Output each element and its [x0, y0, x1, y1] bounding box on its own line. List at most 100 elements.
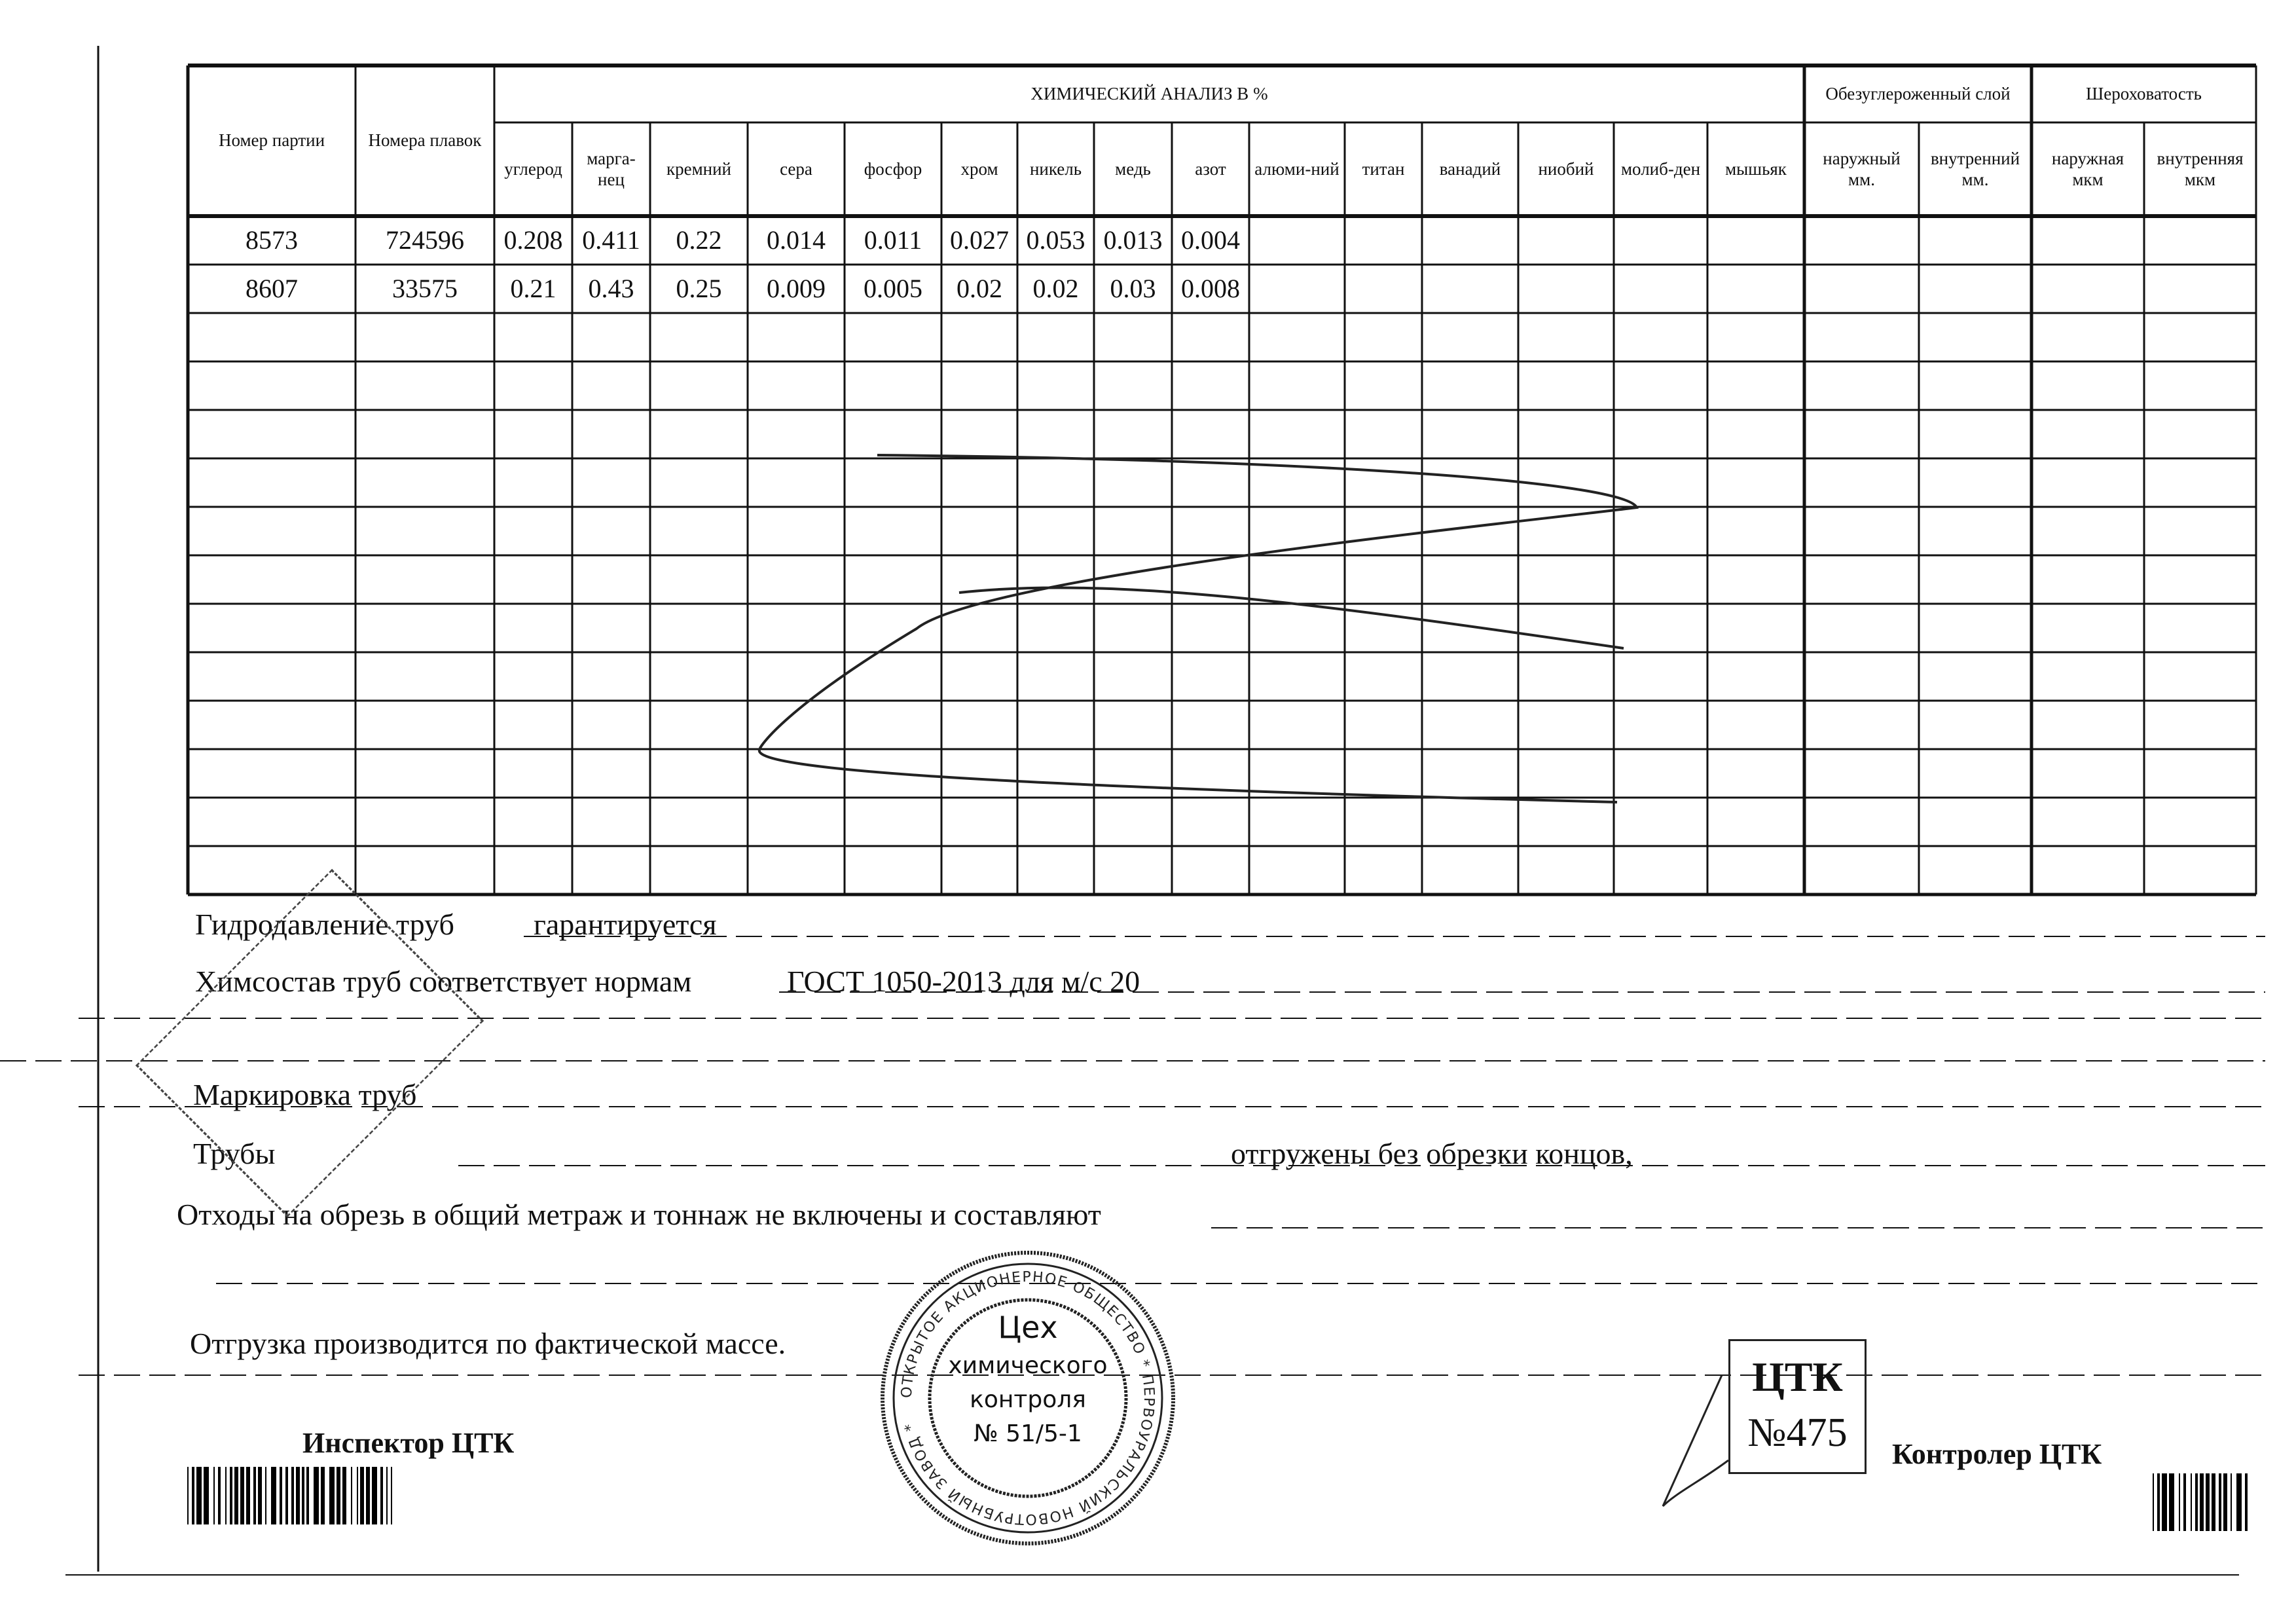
barcode-bar	[234, 1467, 238, 1524]
inspector-signature-label: Инспектор ЦТК	[302, 1427, 515, 1459]
barcode-bar	[2191, 1473, 2192, 1531]
barcode-bar	[192, 1467, 194, 1524]
barcode-bar	[240, 1467, 244, 1524]
header-decarb-subcolumn: внутренний мм.	[1930, 149, 2020, 189]
round-stamp: ОТКРЫТОЕ АКЦИОНЕРНОЕ ОБЩЕСТВО * ПЕРВОУРА…	[877, 1247, 1178, 1549]
cell-element-value: 0.208	[503, 225, 563, 255]
barcode-bar	[258, 1467, 262, 1524]
hydro-value: гарантируется	[534, 908, 717, 941]
barcode-bar	[2183, 1473, 2186, 1531]
barcode-left	[187, 1467, 393, 1524]
barcode-bar	[2195, 1473, 2198, 1531]
header-element: молиб-ден	[1620, 158, 1701, 179]
cell-party-number: 8573	[246, 225, 298, 255]
barcode-bar	[2169, 1473, 2174, 1531]
cell-element-value: 0.005	[864, 274, 922, 303]
round-stamp-line3: контроля	[970, 1386, 1086, 1413]
barcode-bar	[386, 1467, 388, 1524]
cell-element-value: 0.25	[676, 274, 722, 303]
barcode-bar	[204, 1467, 209, 1524]
square-stamp: ЦТК №475	[1728, 1339, 1867, 1474]
cell-element-value: 0.22	[676, 225, 722, 255]
header-element: титан	[1362, 158, 1405, 179]
barcode-bar	[366, 1467, 370, 1524]
barcode-bar	[380, 1467, 383, 1524]
barcode-bar	[2200, 1473, 2204, 1531]
header-element: фосфор	[864, 158, 922, 179]
barcode-bar	[2231, 1473, 2232, 1531]
header-element: ванадий	[1439, 158, 1501, 179]
cell-element-value: 0.03	[1110, 274, 1156, 303]
square-stamp-line1: ЦТК	[1752, 1354, 1843, 1400]
round-stamp-line4: № 51/5-1	[974, 1420, 1082, 1447]
barcode-bar	[225, 1467, 227, 1524]
barcode-right	[2153, 1473, 2248, 1531]
header-element: сера	[780, 158, 812, 179]
round-stamp-line1: Цех	[998, 1310, 1058, 1345]
header-element: углерод	[504, 158, 562, 179]
strike-through-scribble	[757, 454, 1639, 803]
barcode-bar	[230, 1467, 232, 1524]
header-element: никель	[1029, 158, 1082, 179]
barcode-bar	[357, 1467, 358, 1524]
chem-label: Химсостав труб соответствует нормам	[195, 965, 692, 998]
cell-element-value: 0.013	[1103, 225, 1163, 255]
header-roughness: Шероховатость	[2086, 83, 2202, 103]
pipes-label: Трубы	[193, 1137, 276, 1170]
barcode-bar	[372, 1467, 377, 1524]
barcode-bar	[351, 1467, 352, 1524]
barcode-bar	[285, 1467, 288, 1524]
barcode-bar	[391, 1467, 392, 1524]
barcode-bar	[2179, 1473, 2180, 1531]
shipping-note: Отгрузка производится по фактической мас…	[190, 1327, 786, 1360]
barcode-bar	[2219, 1473, 2221, 1531]
barcode-bar	[187, 1467, 189, 1524]
barcode-bar	[280, 1467, 282, 1524]
cell-element-value: 0.011	[864, 225, 922, 255]
header-heat-numbers: Номера плавок	[368, 130, 482, 151]
marking-label: Маркировка труб	[193, 1078, 417, 1111]
barcode-bar	[291, 1467, 294, 1524]
barcode-bar	[296, 1467, 300, 1524]
header-element: ниобий	[1538, 158, 1594, 179]
barcode-bar	[253, 1467, 256, 1524]
barcode-bar	[306, 1467, 309, 1524]
barcode-bar	[2223, 1473, 2227, 1531]
barcode-bar	[2236, 1473, 2242, 1531]
cell-element-value: 0.411	[582, 225, 640, 255]
barcode-bar	[265, 1467, 266, 1524]
header-element: марга-нец	[587, 149, 636, 189]
barcode-bar	[321, 1467, 325, 1524]
header-element: кремний	[666, 158, 732, 179]
header-roughness-subcolumn: наружная мкм	[2051, 149, 2124, 189]
header-element: медь	[1115, 158, 1151, 179]
round-stamp-line2: химического	[948, 1352, 1108, 1379]
hydro-label: Гидродавление труб	[195, 908, 454, 941]
barcode-bar	[302, 1467, 304, 1524]
waste-label: Отходы на обрезь в общий метраж и тоннаж…	[177, 1198, 1101, 1231]
barcode-bar	[2212, 1473, 2215, 1531]
barcode-bar	[2153, 1473, 2154, 1531]
header-element: хром	[960, 158, 998, 179]
header-decarb-subcolumn: наружный мм.	[1823, 149, 1901, 189]
cell-heat-number: 724596	[386, 225, 464, 255]
barcode-bar	[196, 1467, 202, 1524]
pipes-suffix: отгружены без обрезки концов,	[1231, 1137, 1633, 1170]
cell-element-value: 0.21	[510, 274, 556, 303]
barcode-bar	[213, 1467, 215, 1524]
barcode-bar	[2245, 1473, 2248, 1531]
cell-element-value: 0.009	[767, 274, 826, 303]
barcode-bar	[246, 1467, 250, 1524]
barcode-bar	[2206, 1473, 2210, 1531]
cell-element-value: 0.027	[950, 225, 1009, 255]
cell-heat-number: 33575	[392, 274, 458, 303]
barcode-bar	[342, 1467, 346, 1524]
cell-element-value: 0.02	[957, 274, 1002, 303]
chem-value: ГОСТ 1050-2013 для м/с 20	[787, 965, 1140, 998]
cell-element-value: 0.004	[1181, 225, 1240, 255]
header-decarburized-layer: Обезуглероженный слой	[1825, 83, 2011, 103]
square-stamp-line2: №475	[1747, 1411, 1848, 1455]
header-element: мышьяк	[1725, 158, 1787, 179]
barcode-bar	[337, 1467, 340, 1524]
barcode-bar	[314, 1467, 319, 1524]
